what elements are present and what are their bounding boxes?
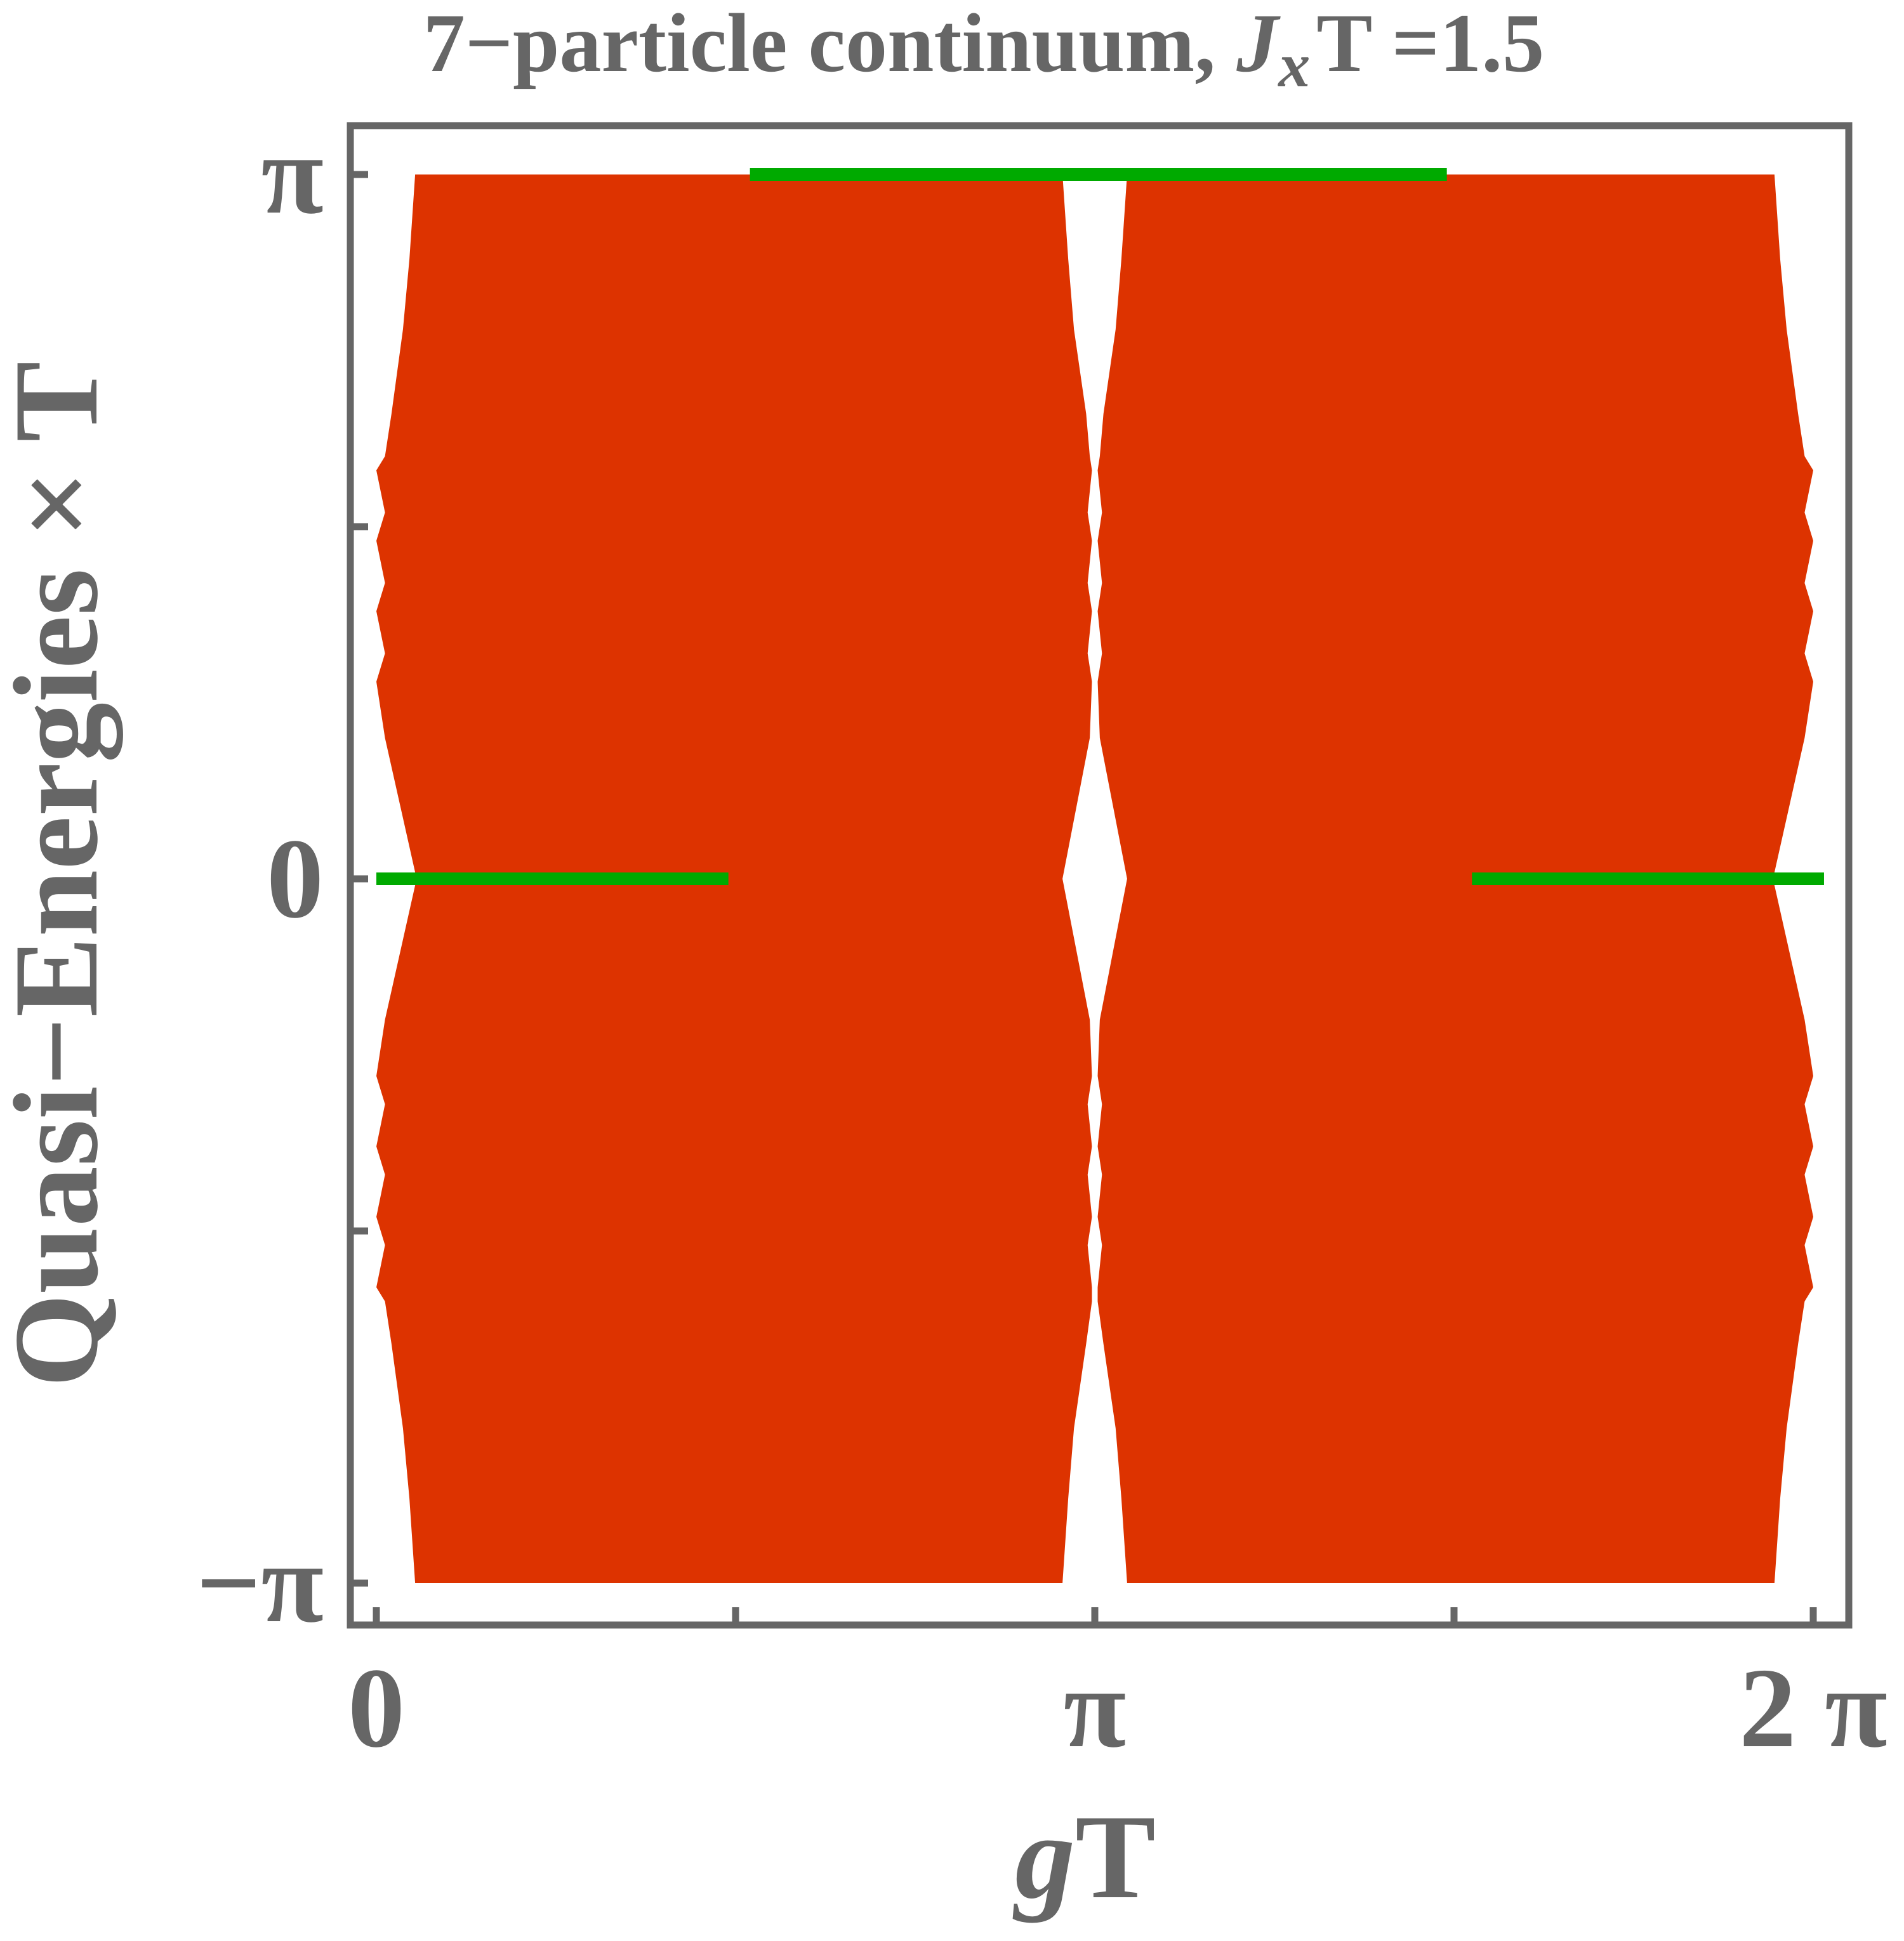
title-suffix: T =1.5 [1316,0,1544,89]
x-tick-label-3: π [1064,1645,1127,1771]
plot-area [376,168,1824,1583]
y-tick-label-3: 0 [267,815,324,942]
title-sub: x [1277,30,1310,100]
x-axis-label-var: g [1012,1791,1075,1924]
title-var: J [1236,0,1281,89]
y-axis-label: Quasi−Energies × T [0,361,123,1387]
plot-frame [347,122,1853,1629]
title-prefix: 7−particle continuum, [423,0,1237,89]
x-axis-label-suffix: T [1075,1791,1156,1924]
chart-title: 7−particle continuum, JxT =1.5 [423,0,1544,100]
x-axis-label: gT [1012,1791,1156,1924]
x-tick-label-5: 2 π [1739,1645,1887,1771]
x-tick-label-1: 0 [348,1645,405,1771]
continuum-region-1 [376,174,1092,1583]
y-tick-label-5: π [261,111,324,237]
continuum-region-2 [1097,174,1813,1583]
y-tick-label-1: −π [196,1520,324,1646]
